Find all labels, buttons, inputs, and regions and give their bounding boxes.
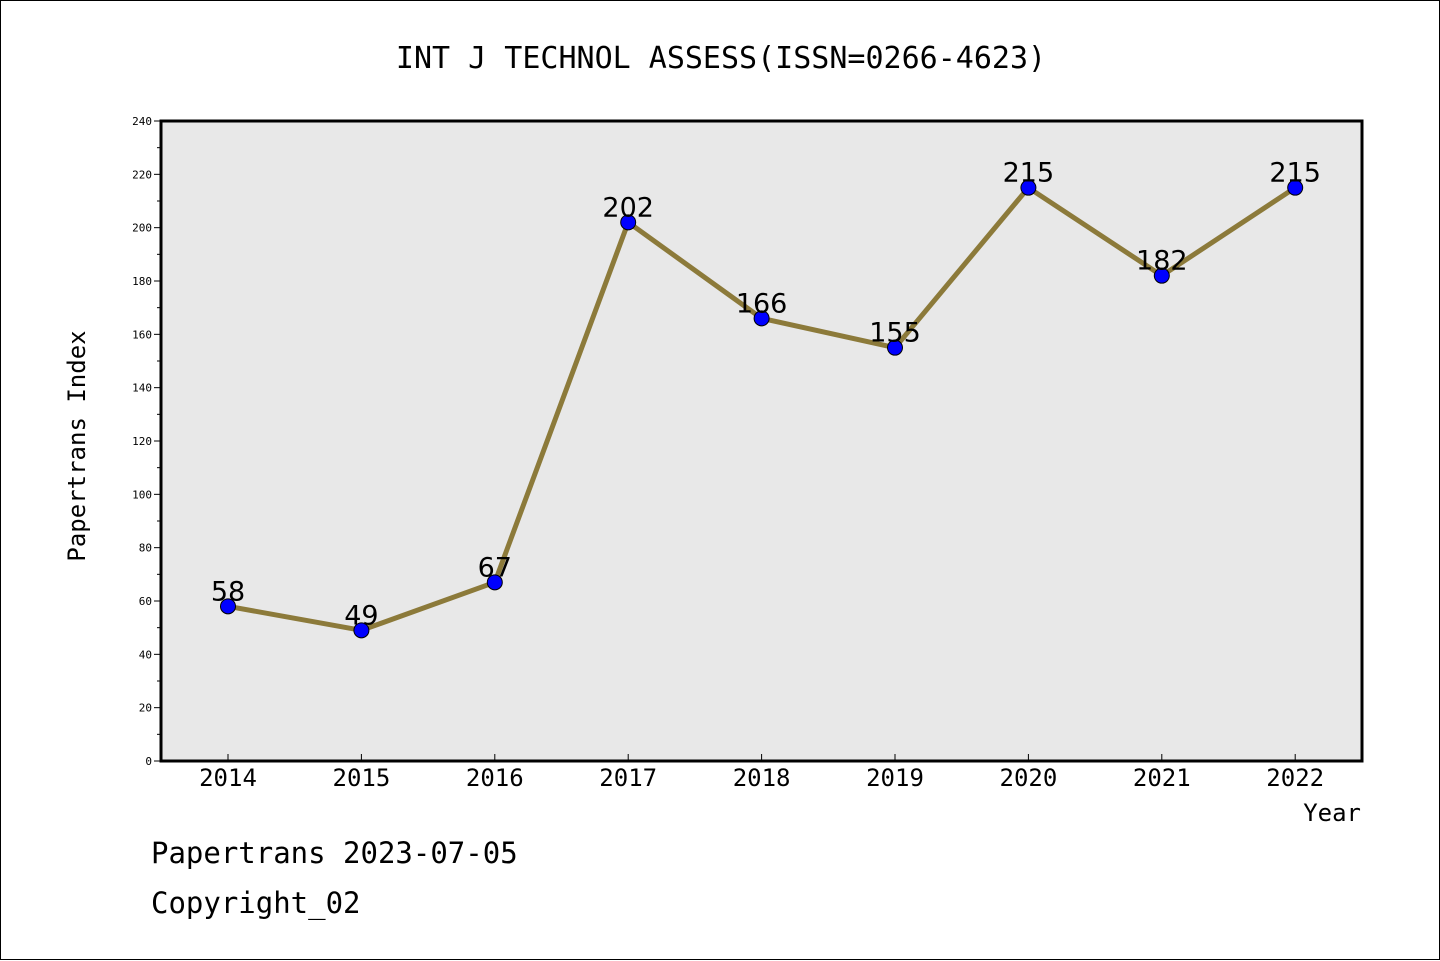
data-point [753, 310, 770, 327]
x-tick-label: 2016 [466, 764, 524, 792]
y-tick-label: 200 [132, 222, 152, 235]
y-tick-label: 160 [132, 328, 152, 341]
x-tick-label: 2014 [199, 764, 257, 792]
data-label: 166 [736, 288, 788, 319]
data-label: 182 [1136, 246, 1188, 277]
y-tick-label: 100 [132, 488, 152, 501]
y-axis-label: Papertrans Index [63, 330, 91, 561]
x-tick-label: 2019 [866, 764, 924, 792]
x-tick-label: 2021 [1133, 764, 1191, 792]
y-tick-label: 40 [139, 648, 152, 661]
chart-title: INT J TECHNOL ASSESS(ISSN=0266-4623) [396, 41, 1046, 76]
data-point [887, 339, 903, 356]
footer-date: Papertrans 2023-07-05 [151, 836, 518, 870]
data-point [620, 214, 637, 231]
series-layer: 58 49 67 202 166 155 215 182 215 [211, 158, 1321, 639]
x-tick-label: 2018 [733, 764, 791, 792]
y-tick-label: 180 [132, 275, 152, 288]
y-tick-label: 140 [132, 382, 152, 395]
data-label: 58 [211, 576, 245, 607]
data-label: 202 [602, 192, 654, 223]
data-point [1153, 267, 1170, 284]
x-axis-label: Year [1303, 799, 1361, 827]
data-label: 67 [478, 552, 512, 583]
data-label: 215 [1269, 158, 1321, 189]
y-tick-label: 80 [139, 542, 152, 555]
data-label: 215 [1003, 158, 1055, 189]
data-point [1020, 179, 1037, 196]
footer-copyright: Copyright_02 [151, 886, 361, 920]
x-tick-label: 2022 [1266, 764, 1324, 792]
data-point [486, 574, 503, 591]
y-tick-label: 220 [132, 168, 152, 181]
plot-area [159, 119, 1364, 763]
data-point [220, 598, 236, 615]
y-tick-label: 20 [139, 702, 152, 715]
data-label: 155 [869, 318, 921, 349]
data-point [1287, 179, 1304, 196]
x-tick-label: 2017 [599, 764, 657, 792]
x-tick-label: 2015 [333, 764, 391, 792]
data-point [353, 622, 370, 639]
y-axis: 0 20 40 60 80 100 120 140 160 180 200 220 240 [132, 115, 161, 768]
y-tick-label: 120 [132, 435, 152, 448]
x-axis: 2014 2015 2016 2017 2018 2019 2020 2021 2022 [199, 754, 1324, 792]
x-tick-label: 2020 [1000, 764, 1058, 792]
y-tick-label: 60 [139, 595, 152, 608]
y-tick-label: 240 [132, 115, 152, 128]
data-label: 49 [344, 600, 378, 631]
y-tick-label: 0 [145, 755, 152, 768]
